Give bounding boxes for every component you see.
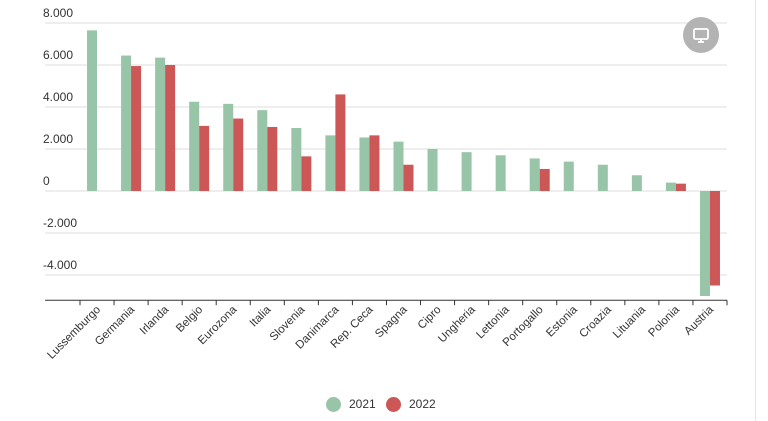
bar (369, 135, 380, 191)
bar (709, 191, 720, 286)
x-tick-label: Lussemburgo (45, 304, 103, 362)
bar (199, 125, 210, 191)
bar (631, 175, 642, 191)
monitor-icon (693, 28, 709, 43)
bar (529, 158, 540, 191)
bar (461, 152, 472, 191)
bar (359, 137, 370, 191)
y-tick-label: 4.000 (43, 90, 73, 104)
x-tick-label: Spagna (373, 303, 410, 340)
x-tick-label: Polonia (646, 303, 682, 339)
bar (675, 183, 686, 191)
bar (403, 164, 414, 191)
x-tick-label: Croazia (577, 303, 614, 340)
bar (665, 182, 676, 191)
x-tick-label: Cipro (416, 304, 444, 332)
fullscreen-button[interactable] (683, 17, 719, 53)
x-tick-label: Ungheria (436, 303, 478, 345)
bar (325, 135, 336, 191)
y-tick-label: -2.000 (43, 216, 77, 230)
y-tick-label: 0 (43, 174, 50, 188)
bar (563, 161, 574, 191)
bar (427, 149, 438, 191)
bar (121, 55, 132, 191)
bar (155, 57, 166, 192)
x-tick-label: Belgio (174, 304, 205, 335)
bar (335, 94, 346, 191)
bar (223, 103, 234, 191)
bar (267, 126, 278, 191)
y-tick-label: -4.000 (43, 258, 77, 272)
x-tick-label: Irlanda (138, 303, 172, 337)
bar (257, 110, 268, 191)
bar (597, 164, 608, 191)
legend: 2021 2022 (0, 395, 768, 413)
legend-item-2022[interactable]: 2022 (386, 395, 436, 413)
bar (301, 156, 312, 191)
bar (165, 65, 176, 191)
bar (539, 168, 550, 191)
y-tick-label: 6.000 (43, 48, 73, 62)
legend-label: 2021 (349, 397, 376, 411)
bar (87, 30, 98, 191)
legend-swatch (326, 396, 341, 412)
x-tick-label: Austria (682, 303, 716, 337)
bar (233, 118, 244, 191)
bar (189, 101, 200, 191)
bar (291, 128, 302, 191)
bar (393, 141, 404, 191)
x-tick-label: Italia (248, 303, 274, 329)
frame-border (755, 0, 756, 421)
legend-label: 2022 (409, 397, 436, 411)
y-tick-label: 2.000 (43, 132, 73, 146)
bar (495, 155, 506, 191)
bar (699, 191, 710, 296)
bar (131, 66, 142, 191)
legend-item-2021[interactable]: 2021 (326, 395, 376, 413)
y-tick-label: 8.000 (43, 6, 73, 20)
x-tick-label: Lituania (611, 303, 648, 340)
x-tick-label: Estonia (544, 303, 580, 339)
legend-swatch (386, 396, 401, 412)
